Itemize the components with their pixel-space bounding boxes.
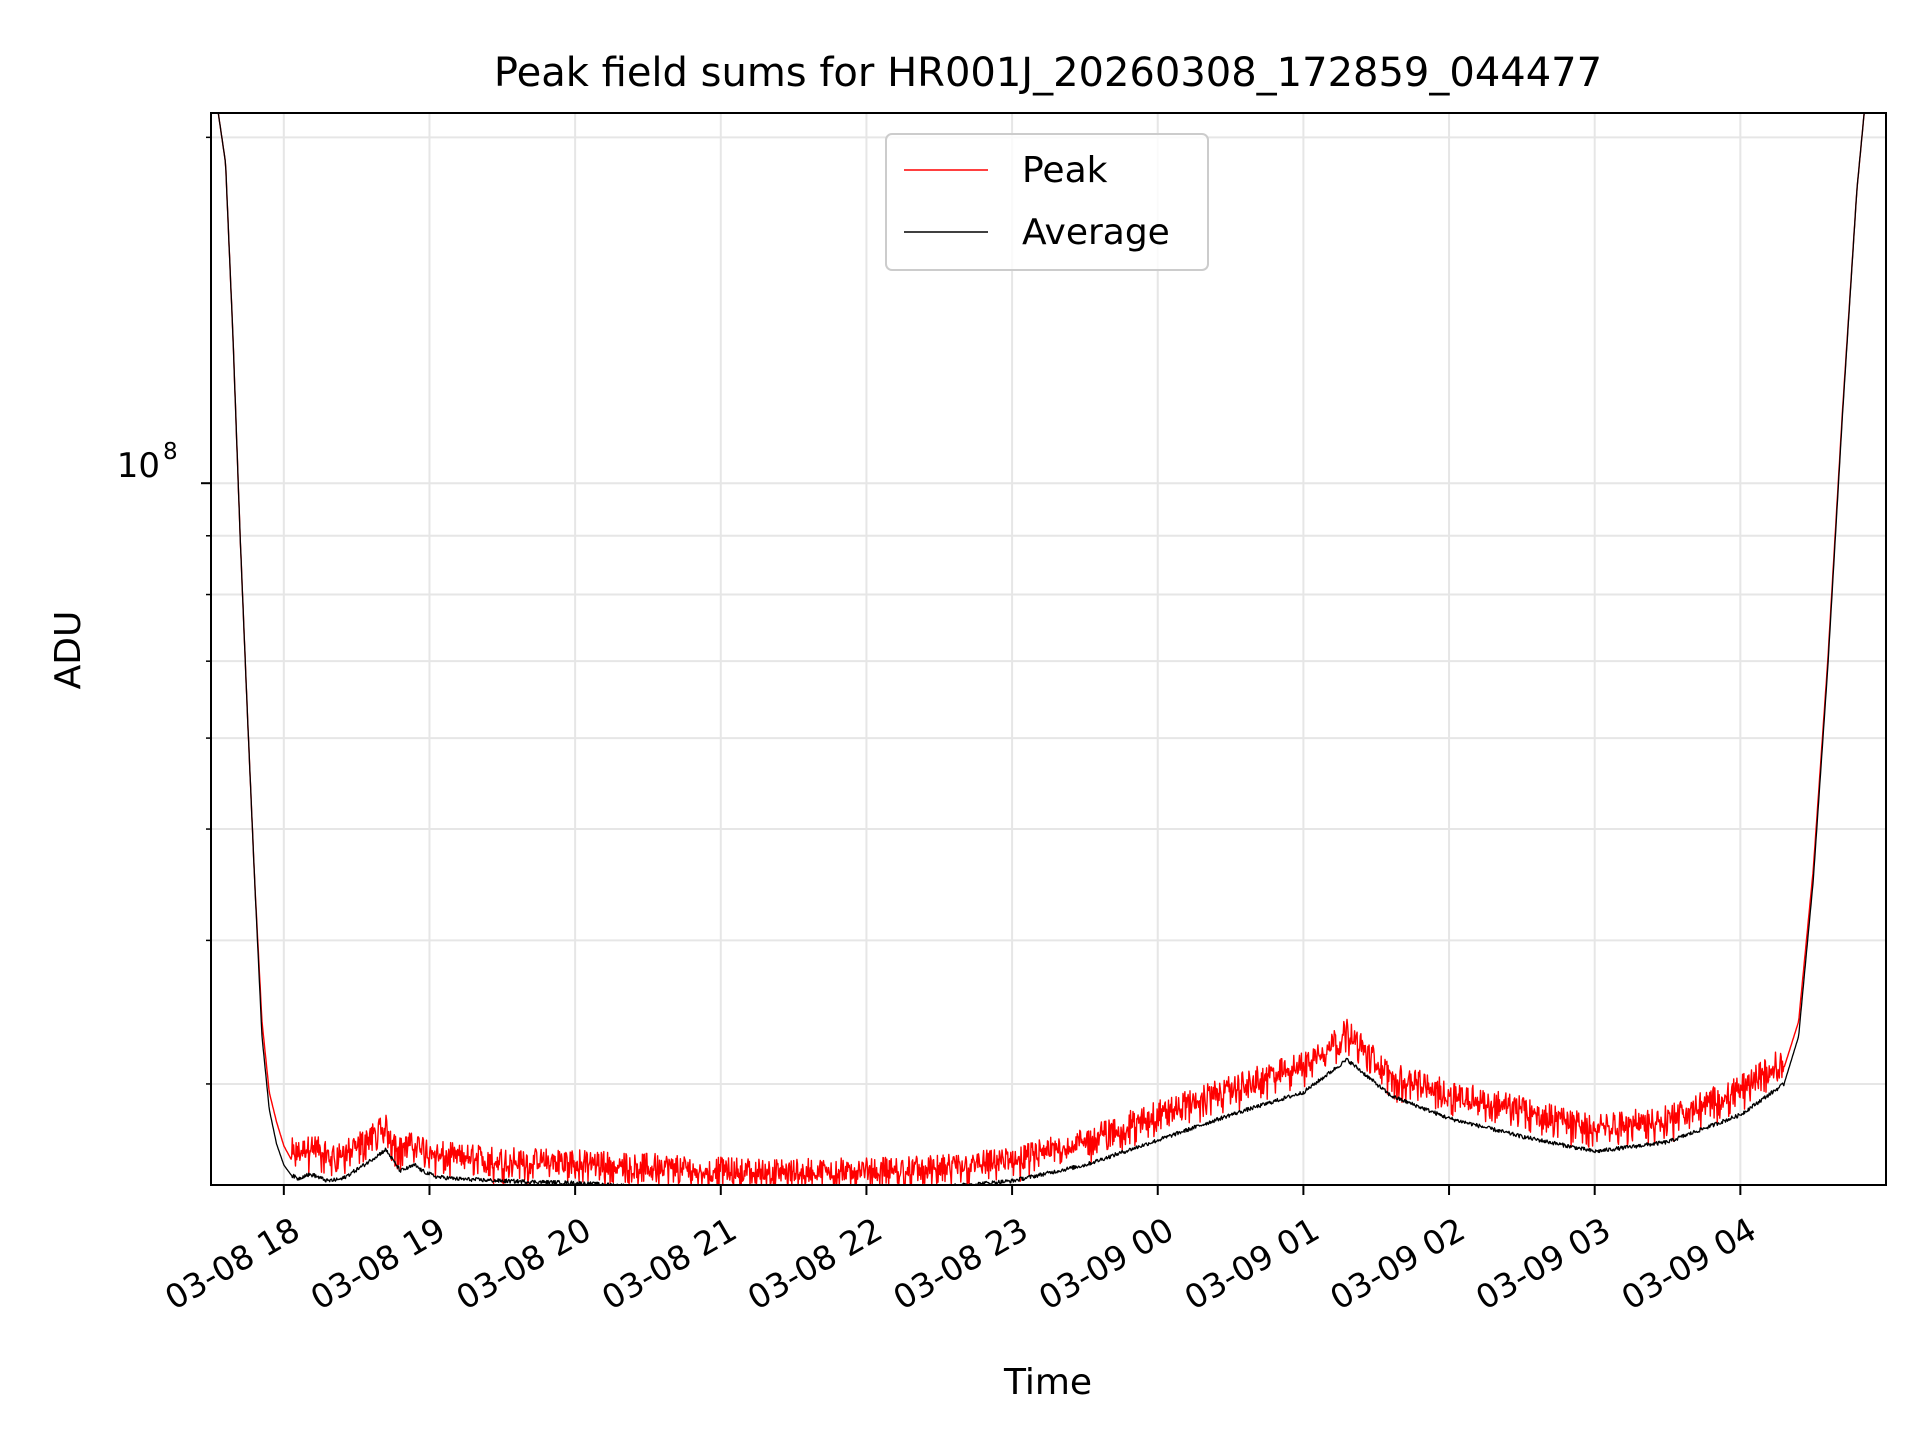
- x-axis-label: Time: [1003, 1362, 1092, 1403]
- y-tick-label-exponent: 8: [163, 439, 178, 465]
- legend-average-label: Average: [1022, 212, 1170, 253]
- y-tick-label-base: 10: [117, 446, 160, 486]
- y-axis-label: ADU: [48, 611, 89, 690]
- series-peak-line: [217, 112, 1865, 1186]
- legend-peak-label: Peak: [1022, 150, 1108, 191]
- series-layer: [217, 112, 1865, 1186]
- grid: [211, 113, 1886, 1185]
- series-average-line: [217, 112, 1865, 1186]
- legend-box: [885, 133, 1209, 271]
- chart-title: Peak field sums for HR001J_20260308_1728…: [494, 50, 1602, 96]
- plot-frame: [210, 112, 1887, 1186]
- legend: Peak Average: [885, 133, 1209, 271]
- y-tick-label-1e8: 10 8: [117, 439, 178, 486]
